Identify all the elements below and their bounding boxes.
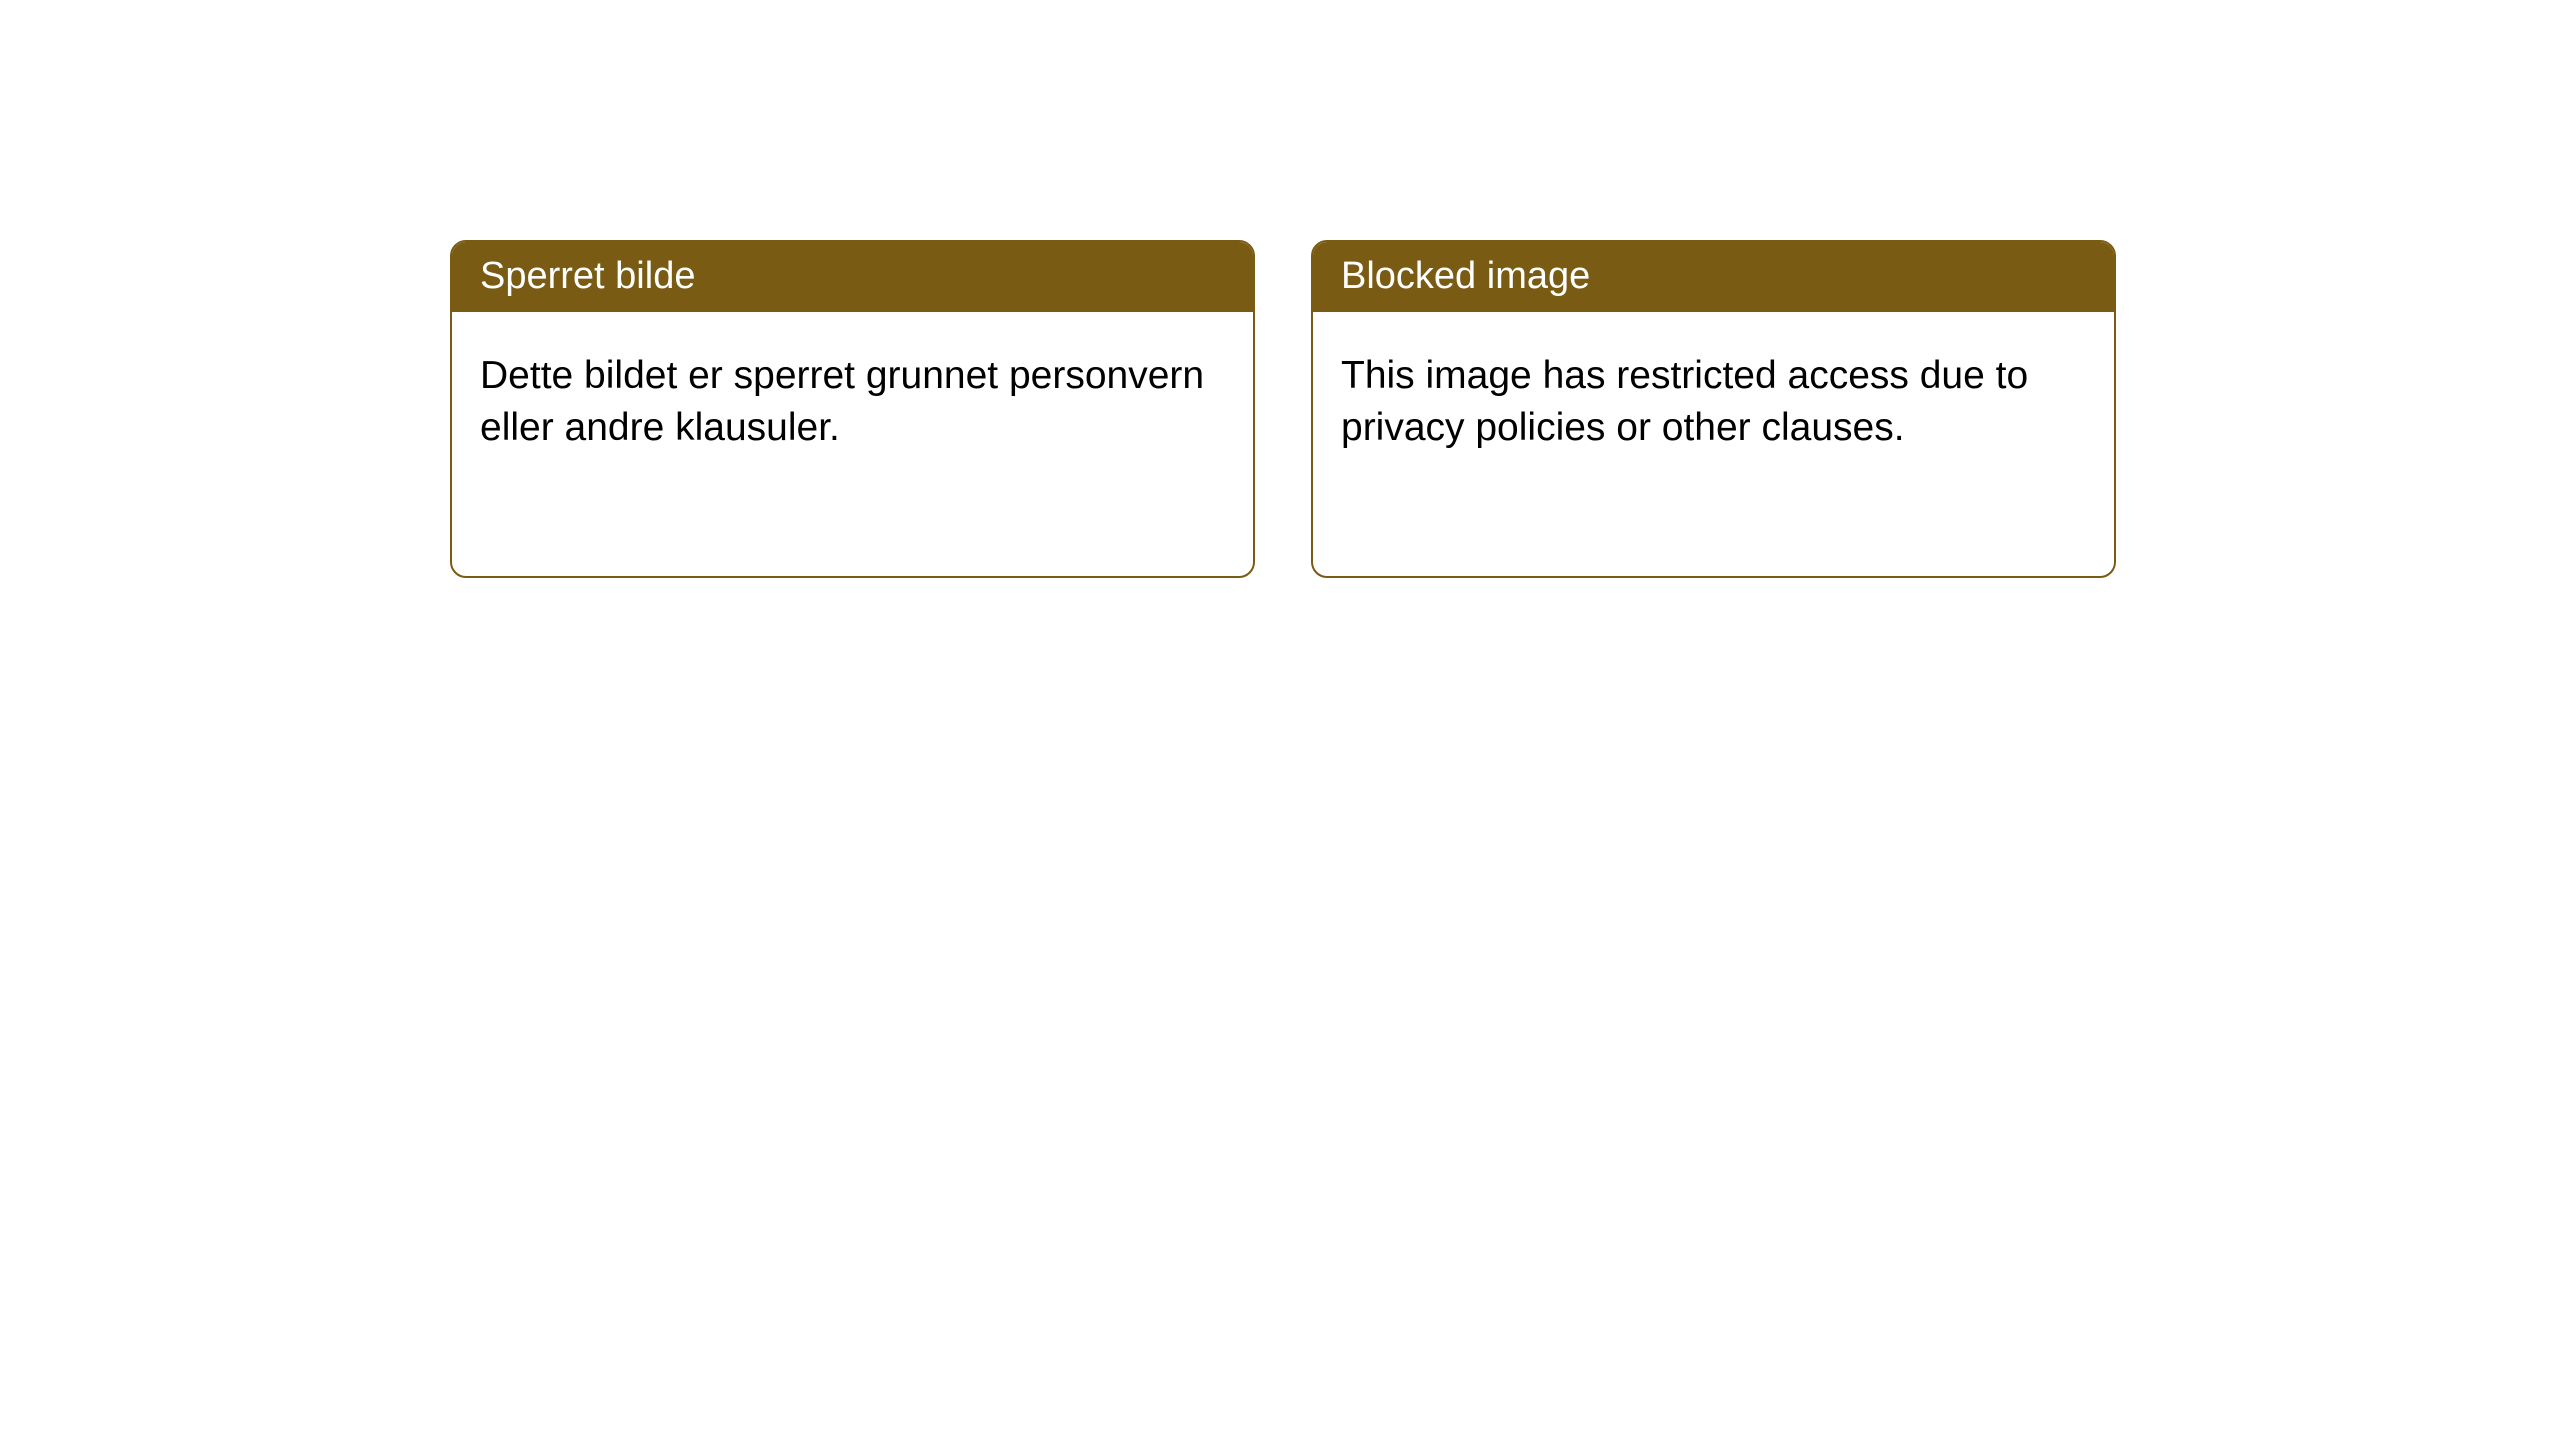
notice-body: This image has restricted access due to …	[1313, 312, 2114, 493]
notice-container: Sperret bilde Dette bildet er sperret gr…	[0, 0, 2560, 578]
notice-card-norwegian: Sperret bilde Dette bildet er sperret gr…	[450, 240, 1255, 578]
notice-header: Blocked image	[1313, 242, 2114, 312]
notice-header: Sperret bilde	[452, 242, 1253, 312]
notice-body: Dette bildet er sperret grunnet personve…	[452, 312, 1253, 493]
notice-card-english: Blocked image This image has restricted …	[1311, 240, 2116, 578]
